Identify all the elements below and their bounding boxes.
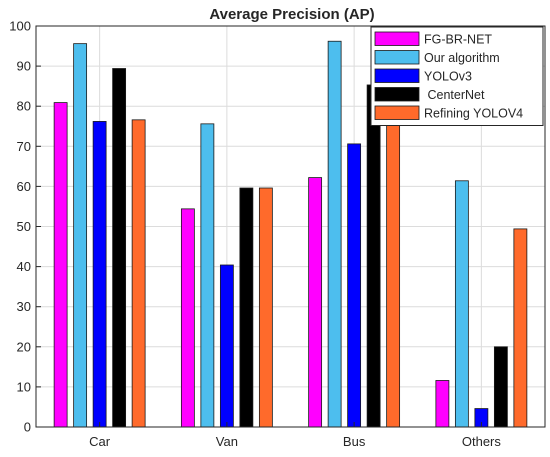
bar-0-4	[131, 119, 146, 428]
y-tick-label: 70	[17, 139, 31, 154]
legend-label: FG-BR-NET	[424, 33, 492, 47]
legend-swatch	[374, 50, 420, 65]
bar-2-1	[327, 40, 342, 428]
legend-swatch	[374, 68, 420, 83]
bars	[53, 40, 528, 428]
bar-0-3	[112, 68, 127, 428]
bar-3-3	[493, 346, 508, 428]
x-tick-label: Van	[216, 434, 238, 449]
bar-0-1	[73, 43, 88, 428]
legend-label: YOLOv3	[424, 70, 472, 84]
legend-swatch	[374, 87, 420, 102]
y-axis: 0 10 20 30 40 50 60 70 80 90 100	[9, 19, 41, 435]
bar-1-3	[239, 187, 254, 428]
y-tick-label: 40	[17, 259, 31, 274]
legend: FG-BR-NET Our algorithm YOLOv3 CenterNet Re…	[370, 26, 544, 126]
x-axis: Car Van Bus Others	[89, 422, 501, 449]
bar-2-4	[386, 117, 401, 428]
bar-0-2	[92, 121, 107, 428]
bar-2-0	[308, 177, 323, 428]
bar-2-2	[347, 143, 362, 428]
y-tick-label: 0	[24, 420, 31, 435]
y-tick-label: 50	[17, 219, 31, 234]
bar-2-3	[366, 84, 381, 428]
legend-swatch	[374, 31, 420, 46]
y-tick-label: 90	[17, 59, 31, 74]
x-tick-label: Others	[462, 434, 502, 449]
y-tick-label: 10	[17, 379, 31, 394]
x-tick-label: Car	[89, 434, 111, 449]
bar-3-0	[435, 380, 450, 428]
bar-0-0	[53, 102, 68, 428]
y-tick-label: 100	[9, 19, 31, 34]
x-tick-label: Bus	[343, 434, 366, 449]
bar-3-4	[513, 228, 528, 428]
legend-swatch	[374, 105, 420, 120]
bar-1-2	[219, 264, 234, 428]
legend-label: Our algorithm	[424, 51, 500, 65]
y-tick-label: 30	[17, 299, 31, 314]
y-tick-label: 60	[17, 179, 31, 194]
bar-3-1	[454, 180, 469, 428]
chart-title: Average Precision (AP)	[209, 6, 374, 23]
legend-label: Refining YOLOV4	[424, 107, 523, 121]
legend-label: CenterNet	[424, 88, 485, 102]
y-tick-label: 80	[17, 99, 31, 114]
bar-1-4	[258, 187, 273, 428]
y-tick-label: 20	[17, 339, 31, 354]
bar-1-1	[200, 123, 215, 428]
bar-1-0	[180, 208, 195, 428]
